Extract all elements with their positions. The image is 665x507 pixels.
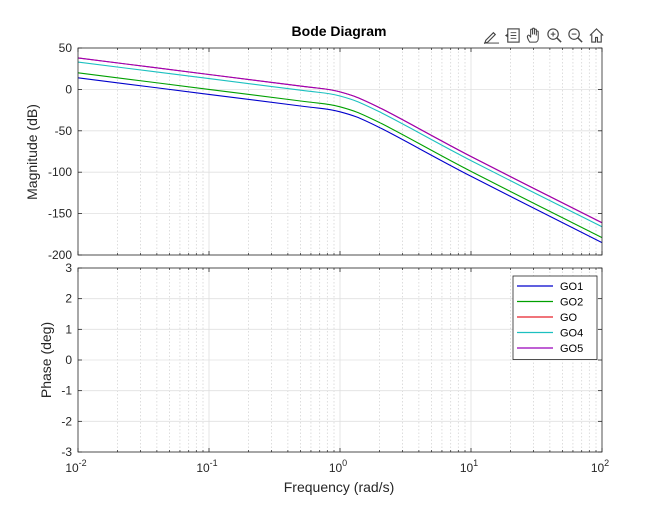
axes-toolbar — [482, 26, 606, 46]
data-tips-icon — [504, 28, 520, 43]
y-tick-label: -1 — [61, 384, 72, 398]
x-axis-label: Frequency (rad/s) — [284, 479, 394, 495]
series-line-go1 — [77, 77, 603, 244]
magnitude-series — [77, 57, 603, 244]
x-tick-label: 102 — [591, 458, 609, 475]
y-tick-label: 3 — [65, 261, 72, 275]
y-tick-label: -100 — [48, 165, 72, 179]
edit-pen-button[interactable] — [482, 26, 501, 45]
zoom-out-button[interactable] — [566, 26, 585, 45]
y-tick-label: 2 — [65, 292, 72, 306]
x-tick-label: 100 — [329, 458, 347, 475]
pan-button[interactable] — [524, 26, 543, 45]
chart-title: Bode Diagram — [292, 23, 387, 39]
x-ticks: 10-2 10-1 100 101 102 — [65, 48, 609, 475]
home-button[interactable] — [587, 26, 606, 45]
legend[interactable]: GO1 GO2 GO GO4 GO5 — [512, 275, 598, 360]
phase-y-ticks: 3 2 1 0 -1 -2 -3 — [61, 261, 602, 459]
x-tick-label: 10-1 — [196, 458, 217, 475]
series-line-go2 — [77, 72, 603, 239]
y-tick-label: 0 — [65, 353, 72, 367]
series-line-go5 — [77, 57, 603, 224]
zoom-in-icon — [547, 28, 562, 43]
y-tick-label: -2 — [61, 414, 72, 428]
y-tick-label: -200 — [48, 248, 72, 262]
y-tick-label: 0 — [65, 82, 72, 96]
y-tick-label: 50 — [59, 41, 73, 55]
legend-box — [512, 275, 598, 360]
phase-y-label: Phase (deg) — [38, 322, 54, 398]
series-line-go4 — [77, 61, 603, 228]
home-icon — [589, 28, 604, 43]
y-tick-label: -50 — [55, 124, 73, 138]
y-tick-label: -150 — [48, 207, 72, 221]
y-tick-label: 1 — [65, 322, 72, 336]
legend-entry: GO — [560, 312, 578, 324]
x-tick-label: 10-2 — [65, 458, 86, 475]
x-tick-label: 101 — [460, 458, 478, 475]
legend-entry: GO2 — [560, 297, 583, 309]
legend-entry: GO5 — [560, 343, 583, 355]
edit-pen-icon — [483, 31, 500, 44]
data-tips-button[interactable] — [503, 26, 522, 45]
magnitude-y-ticks: 50 0 -50 -100 -150 -200 — [48, 41, 602, 262]
zoom-out-icon — [568, 28, 583, 43]
magnitude-y-label: Magnitude (dB) — [24, 104, 40, 200]
pan-hand-icon — [526, 27, 539, 43]
y-tick-label: -3 — [61, 445, 72, 459]
zoom-in-button[interactable] — [545, 26, 564, 45]
legend-entry: GO4 — [560, 328, 583, 340]
legend-entry: GO1 — [560, 281, 583, 293]
